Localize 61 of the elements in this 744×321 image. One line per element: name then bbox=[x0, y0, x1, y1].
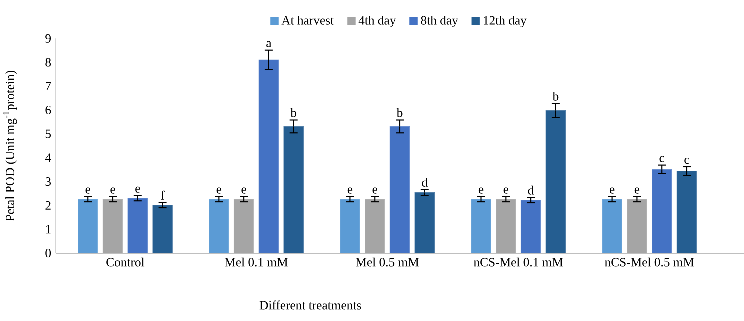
bar bbox=[152, 204, 173, 254]
x-tick-label: nCS-Mel 0.5 mM bbox=[605, 258, 694, 267]
data-label: a bbox=[266, 41, 272, 48]
x-tick-label: nCS-Mel 0.1 mM bbox=[474, 258, 564, 267]
bar bbox=[676, 170, 698, 254]
y-tick-label: 7 bbox=[46, 82, 52, 90]
data-label: e bbox=[242, 188, 246, 194]
bar bbox=[340, 199, 360, 254]
data-label: d bbox=[528, 186, 534, 195]
data-label: b bbox=[396, 108, 403, 118]
data-label: e bbox=[610, 188, 615, 194]
data-label: e bbox=[634, 188, 640, 194]
y-tick-label: 3 bbox=[46, 177, 52, 186]
bar bbox=[365, 199, 386, 254]
data-label: d bbox=[422, 178, 428, 187]
data-label: e bbox=[504, 188, 509, 194]
bar bbox=[520, 200, 542, 254]
data-label: e bbox=[136, 186, 140, 193]
data-label: b bbox=[290, 108, 297, 118]
bar bbox=[78, 199, 98, 254]
y-axis-title: Petal POD (Unit mg$^{-1}$protein) bbox=[3, 70, 18, 222]
y-tick-label: 6 bbox=[46, 106, 52, 114]
bar bbox=[390, 126, 410, 254]
x-tick-label: Mel 0.1 mM bbox=[225, 258, 288, 267]
data-label: e bbox=[348, 188, 353, 194]
bar bbox=[102, 199, 124, 254]
bar bbox=[258, 60, 280, 254]
x-axis-title: Different treatments bbox=[260, 300, 362, 310]
x-tick-label: Mel 0.5 mM bbox=[356, 258, 420, 267]
bar bbox=[652, 169, 672, 254]
y-tick-label: 8 bbox=[46, 58, 52, 67]
bar bbox=[414, 192, 435, 254]
bar bbox=[234, 199, 254, 254]
data-label: e bbox=[86, 188, 90, 194]
data-label: e bbox=[478, 188, 484, 194]
y-tick-label: 1 bbox=[46, 225, 51, 234]
data-label: c bbox=[684, 158, 690, 164]
bar bbox=[627, 199, 648, 254]
bar bbox=[209, 199, 230, 254]
data-label: e bbox=[216, 188, 222, 194]
bar bbox=[284, 126, 304, 254]
data-label: f bbox=[161, 190, 165, 200]
legend-label: At harvest bbox=[282, 16, 334, 25]
bar bbox=[602, 199, 622, 254]
bar bbox=[471, 199, 492, 254]
y-tick-label: 4 bbox=[45, 154, 52, 162]
legend-label: 8th day bbox=[421, 16, 458, 28]
bar bbox=[128, 198, 148, 254]
y-tick-label: 2 bbox=[46, 201, 51, 210]
legend-label: 4th day bbox=[358, 16, 396, 28]
y-tick-label: 9 bbox=[46, 34, 51, 43]
data-label: e bbox=[110, 188, 116, 194]
data-label: c bbox=[660, 156, 665, 162]
bar bbox=[546, 110, 566, 254]
legend-label: 12th day bbox=[484, 16, 527, 28]
data-label: b bbox=[552, 92, 559, 101]
data-label: e bbox=[372, 188, 378, 194]
x-tick-label: Control bbox=[106, 258, 145, 267]
y-tick-label: 0 bbox=[46, 248, 52, 258]
bar bbox=[496, 199, 516, 254]
y-tick-label: 5 bbox=[46, 130, 52, 138]
